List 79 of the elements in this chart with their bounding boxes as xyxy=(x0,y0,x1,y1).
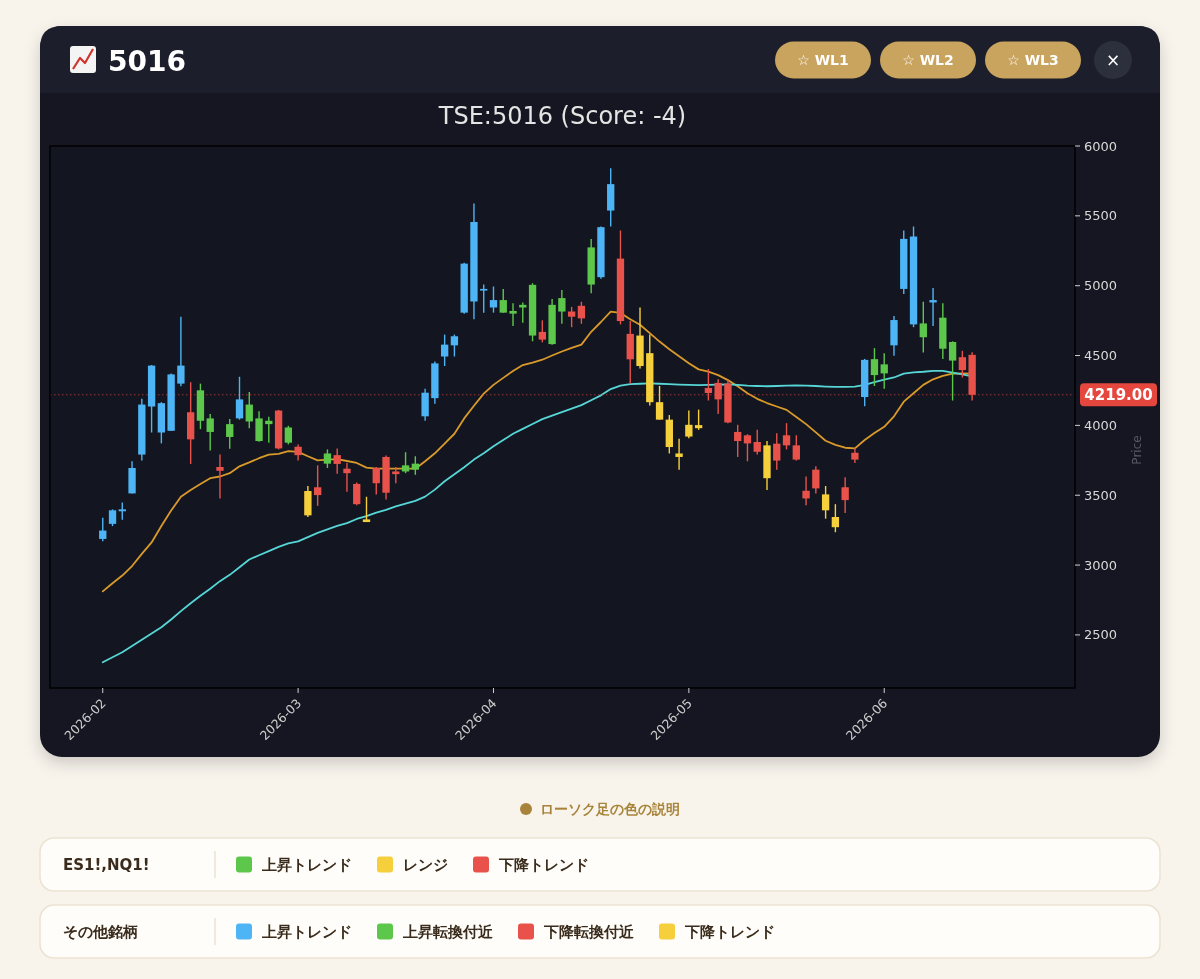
candlestick xyxy=(792,434,800,462)
y-tick-label: 5500 xyxy=(1084,208,1118,224)
candlestick xyxy=(333,447,341,475)
candlestick xyxy=(343,462,351,493)
text: 上昇トレンド xyxy=(261,922,352,941)
text: ☆ WL1 xyxy=(797,52,849,68)
y-tick-label: 5000 xyxy=(1084,278,1118,294)
y-tick-label: 4500 xyxy=(1084,348,1118,364)
candlestick xyxy=(704,368,713,402)
text: 下降転換付近 xyxy=(543,922,635,941)
ref-line-label: 4219.00 xyxy=(1084,386,1153,405)
candlestick xyxy=(880,352,888,390)
candlestick xyxy=(372,466,380,496)
candlestick xyxy=(655,385,664,421)
text: 下降トレンド xyxy=(498,855,589,874)
candlestick xyxy=(440,333,449,367)
candlestick xyxy=(401,451,410,474)
candlestick xyxy=(567,306,576,328)
candlestick xyxy=(948,340,957,402)
candlestick xyxy=(694,408,703,431)
candlestick xyxy=(919,301,927,354)
text: ES1!,NQ1! xyxy=(63,855,150,874)
y-axis-title: Price xyxy=(1130,435,1144,465)
candlestick xyxy=(802,475,810,506)
text: ☆ WL3 xyxy=(1007,52,1059,68)
candlestick xyxy=(226,418,234,450)
candlestick xyxy=(773,432,781,471)
text: レンジ xyxy=(403,855,448,874)
candlestick xyxy=(841,476,849,514)
candlestick xyxy=(538,319,546,344)
candlestick xyxy=(362,496,371,523)
y-tick-label: 6000 xyxy=(1084,138,1118,154)
candlestick xyxy=(870,347,879,387)
text: 上昇トレンド xyxy=(261,855,352,874)
candlestick xyxy=(831,503,840,533)
candlestick xyxy=(499,288,507,314)
text: 下降トレンド xyxy=(684,922,775,941)
candlestick xyxy=(958,350,967,379)
text: 5016 xyxy=(108,45,186,78)
candlestick xyxy=(323,448,332,469)
candlestick xyxy=(255,410,263,443)
candlestick xyxy=(216,453,224,500)
candlestick xyxy=(480,283,488,314)
candlestick xyxy=(353,481,361,506)
candlestick xyxy=(685,409,693,440)
candlestick xyxy=(177,316,185,387)
candlestick xyxy=(450,333,459,358)
y-tick-label: 2500 xyxy=(1084,627,1118,643)
candlestick xyxy=(313,464,322,507)
y-tick-label: 3500 xyxy=(1084,487,1118,503)
text: ローソク足の色の説明 xyxy=(540,801,680,817)
chart-title: TSE:5016 (Score: -4) xyxy=(437,102,687,130)
candlestick xyxy=(558,289,566,325)
candlestick xyxy=(421,387,429,422)
text: × xyxy=(1105,50,1121,70)
candlestick xyxy=(821,485,830,520)
candlestick xyxy=(206,413,214,452)
candlestick xyxy=(734,424,742,458)
candlestick xyxy=(782,422,791,451)
candlestick xyxy=(812,465,820,495)
candlestick xyxy=(411,455,419,476)
y-tick-label: 3000 xyxy=(1084,557,1118,573)
text: その他銘柄 xyxy=(63,922,138,941)
text: 上昇転換付近 xyxy=(402,922,494,941)
candlestick xyxy=(99,517,107,543)
y-tick-label: 4000 xyxy=(1084,417,1118,433)
candlestick xyxy=(743,433,752,462)
text: ☆ WL2 xyxy=(902,52,954,68)
candlestick xyxy=(392,466,400,484)
candlestick xyxy=(284,425,293,446)
candlestick xyxy=(489,285,498,314)
candlestick xyxy=(714,378,722,415)
candlestick xyxy=(675,437,683,471)
candlestick xyxy=(509,302,517,327)
candlestick xyxy=(753,429,761,456)
candlestick xyxy=(235,376,244,421)
candlestick xyxy=(577,301,586,325)
candlestick xyxy=(929,287,937,327)
candlestick xyxy=(245,391,253,429)
